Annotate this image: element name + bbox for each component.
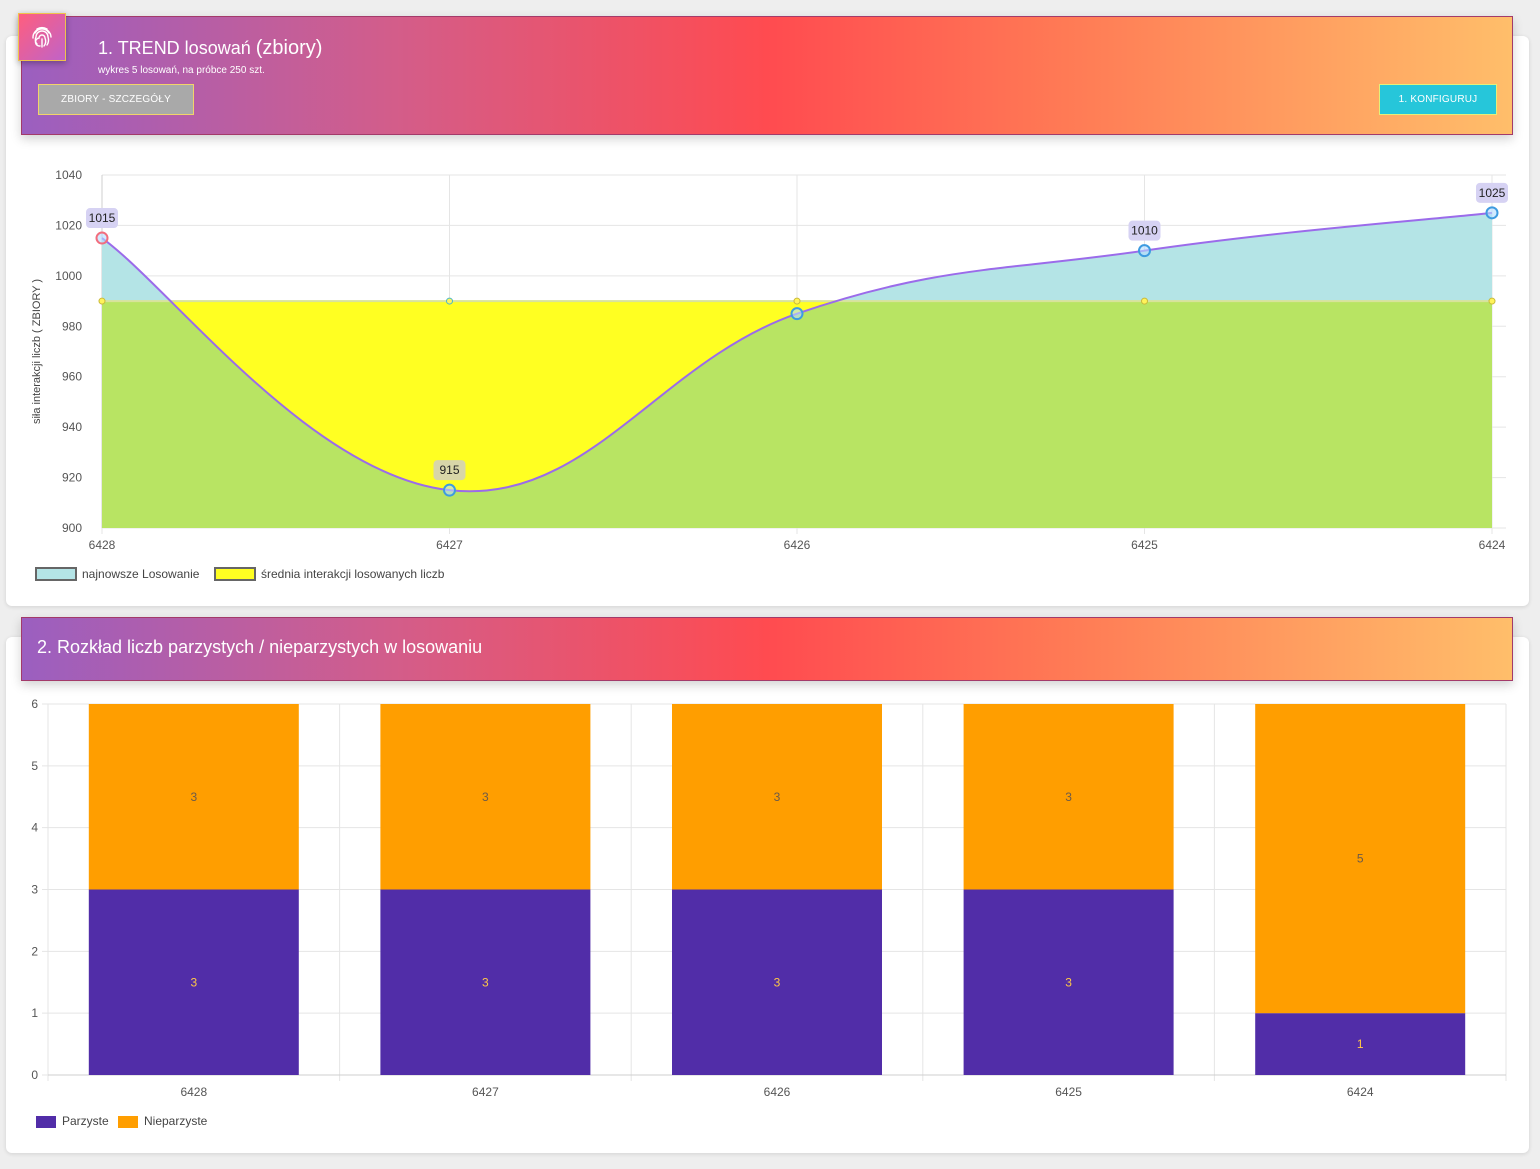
distribution-header: 2. Rozkład liczb parzystych / nieparzyst… [21, 617, 1513, 681]
page-subtitle: wykres 5 losowań, na próbce 250 szt. [98, 65, 265, 76]
bar-value-label: 3 [1065, 790, 1072, 804]
y-tick-label: 1020 [55, 218, 82, 232]
bar-nieparzyste [88, 704, 299, 890]
bar-value-label: 3 [190, 975, 197, 989]
y-tick-label: 0 [31, 1068, 38, 1082]
y-tick-label: 920 [62, 471, 82, 485]
bar-parzyste [672, 889, 882, 1075]
y-tick-label: 960 [62, 370, 82, 384]
legend-swatch [36, 1116, 56, 1128]
fingerprint-icon[interactable] [18, 13, 66, 61]
y-tick-label: 940 [62, 420, 82, 434]
y-tick-label: 1 [31, 1006, 38, 1020]
y-tick-label: 1000 [55, 269, 82, 283]
average-point [98, 297, 106, 305]
latest-area-overlap [102, 301, 1492, 528]
bar-value-label: 3 [482, 975, 489, 989]
x-tick-label: 6424 [1347, 1085, 1374, 1099]
bar-value-label: 3 [774, 975, 781, 989]
x-tick-label: 6428 [180, 1085, 207, 1099]
average-point [446, 297, 453, 305]
x-tick-label: 6425 [1131, 538, 1158, 552]
bar-parzyste [963, 889, 1174, 1075]
y-tick-label: 6 [31, 697, 38, 711]
latest-point [1485, 206, 1499, 220]
x-tick-label: 6424 [1479, 538, 1506, 552]
title-suffix: (zbiory) [255, 37, 323, 59]
y-tick-label: 1040 [55, 168, 82, 182]
y-tick-label: 4 [31, 821, 38, 835]
latest-point [790, 307, 804, 321]
configure-button[interactable]: 1. KONFIGURUJ [1379, 84, 1497, 115]
legend-swatch [35, 567, 77, 581]
bar-value-label: 3 [482, 790, 489, 804]
data-label-bg [433, 460, 466, 481]
data-label-bg [1128, 220, 1161, 241]
y-tick-label: 2 [31, 944, 38, 958]
legend-label: Nieparzyste [144, 1114, 208, 1128]
details-button[interactable]: ZBIORY - SZCZEGÓŁY [38, 84, 194, 115]
bar-value-label: 3 [1065, 975, 1072, 989]
legend-label: średnia interakcji losowanych liczb [261, 567, 445, 581]
bar-value-label: 3 [774, 790, 781, 804]
latest-area [102, 212, 1492, 302]
latest-line [101, 211, 1493, 493]
bar-nieparzyste [963, 704, 1174, 890]
x-tick-label: 6428 [89, 538, 116, 552]
legend-label: Parzyste [62, 1114, 109, 1128]
latest-point [1138, 244, 1151, 258]
bar-value-label: 1 [1357, 1037, 1364, 1051]
x-tick-label: 6427 [472, 1085, 499, 1099]
latest-point [443, 483, 456, 497]
bar-value-label: 5 [1357, 852, 1364, 866]
trend-chart: 900 920 940 960 980 1000 1020 1040 6428 6427 6426 6… [31, 168, 1508, 581]
legend-swatch [214, 567, 256, 581]
x-tick-label: 6425 [1055, 1085, 1082, 1099]
data-label-bg [1476, 182, 1508, 203]
y-tick-label: 3 [31, 883, 38, 897]
bar-nieparzyste [380, 704, 591, 890]
title-prefix: 1. TREND losowań [98, 38, 251, 58]
data-label: 1010 [1131, 224, 1158, 238]
data-label: 1015 [89, 211, 116, 225]
y-tick-label: 5 [31, 759, 38, 773]
bar-value-label: 3 [190, 790, 197, 804]
average-point [1488, 297, 1496, 305]
y-tick-label: 900 [62, 521, 82, 535]
data-label-bg [86, 208, 118, 229]
data-label: 1025 [1479, 186, 1506, 200]
trend-header: 1. TREND losowań (zbiory) wykres 5 losow… [18, 13, 1513, 135]
y-axis-label: siła interakcji liczb ( ZBIORY ) [31, 279, 43, 424]
bar-nieparzyste [672, 704, 882, 890]
bar-parzyste [88, 889, 299, 1075]
legend-swatch [118, 1116, 138, 1128]
section-title: 2. Rozkład liczb parzystych / nieparzyst… [37, 637, 483, 657]
page-title: 1. TREND losowań (zbiory) [98, 37, 322, 60]
x-tick-label: 6427 [436, 538, 463, 552]
legend-label: najnowsze Losowanie [82, 567, 200, 581]
data-label: 915 [439, 463, 459, 477]
average-point [793, 297, 801, 305]
bar-nieparzyste [1255, 704, 1466, 1014]
x-tick-label: 6426 [784, 538, 811, 552]
bar-parzyste [1255, 1013, 1466, 1075]
y-tick-label: 980 [62, 319, 82, 333]
latest-point [95, 231, 109, 245]
bar-parzyste [380, 889, 591, 1075]
x-tick-label: 6426 [764, 1085, 791, 1099]
average-point [1141, 297, 1148, 305]
